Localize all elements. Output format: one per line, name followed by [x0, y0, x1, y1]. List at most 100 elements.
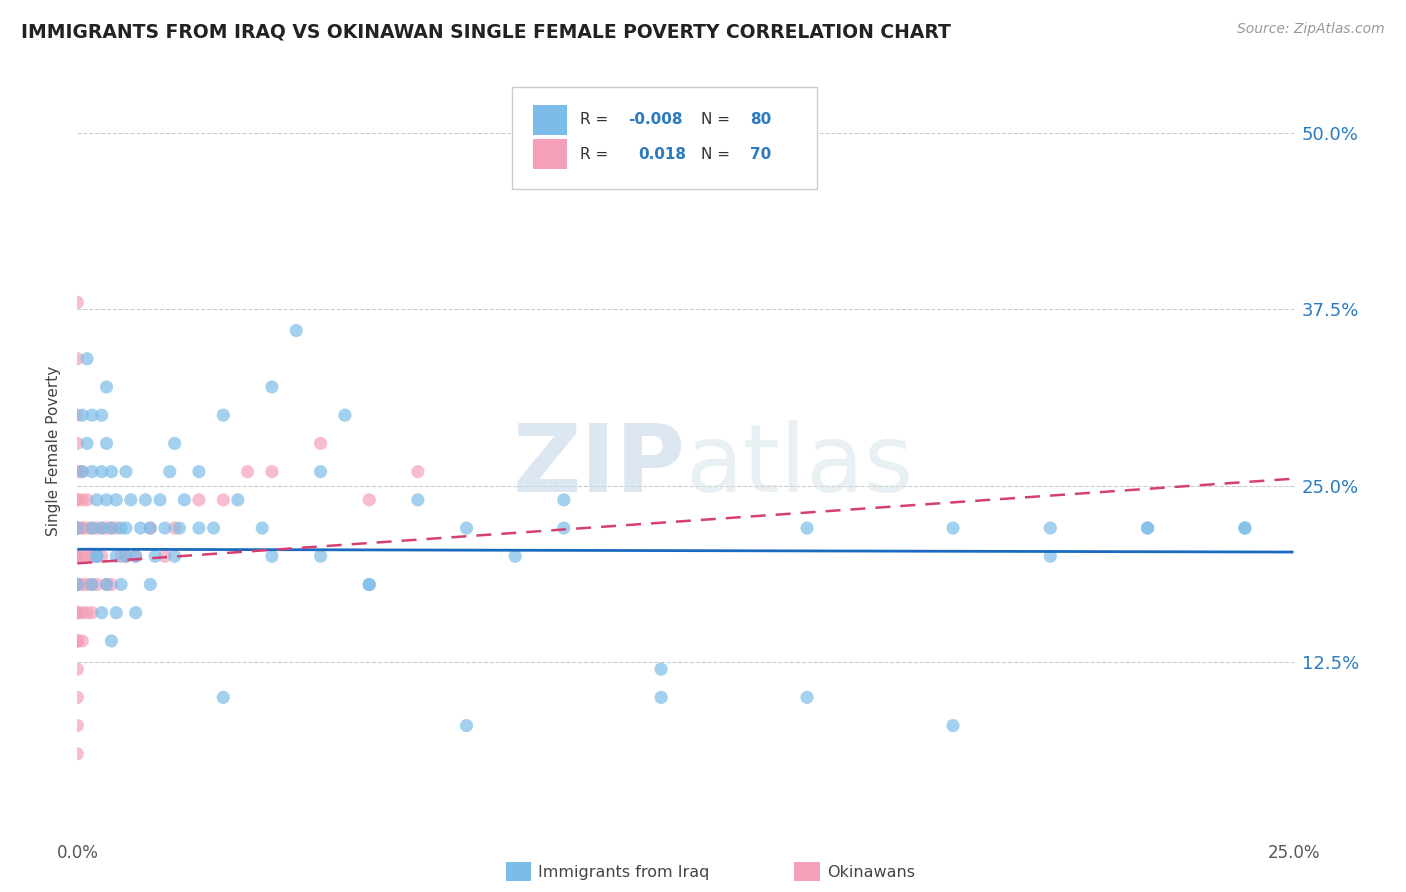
Point	[173, 492, 195, 507]
Point	[163, 436, 186, 450]
Text: R =: R =	[579, 146, 607, 161]
Point	[139, 521, 162, 535]
Point	[66, 690, 89, 705]
Point	[96, 577, 118, 591]
Point	[76, 606, 98, 620]
Point	[86, 577, 108, 591]
Point	[110, 549, 132, 564]
Point	[503, 549, 526, 564]
Point	[188, 492, 211, 507]
Point	[129, 521, 152, 535]
Point	[80, 577, 103, 591]
Point	[66, 436, 89, 450]
Point	[66, 577, 89, 591]
Point	[359, 577, 381, 591]
Point	[70, 606, 93, 620]
Point	[1039, 549, 1062, 564]
Point	[76, 521, 98, 535]
Point	[66, 662, 89, 676]
Text: 0.018: 0.018	[638, 146, 686, 161]
Point	[100, 465, 122, 479]
Point	[159, 465, 181, 479]
Point	[66, 577, 89, 591]
Point	[66, 606, 89, 620]
Point	[110, 577, 132, 591]
Point	[169, 521, 191, 535]
Point	[553, 492, 575, 507]
Text: ZIP: ZIP	[513, 420, 686, 512]
Point	[115, 549, 138, 564]
Point	[66, 606, 89, 620]
Point	[1039, 521, 1062, 535]
Point	[66, 549, 89, 564]
Point	[66, 747, 89, 761]
Point	[942, 521, 965, 535]
Point	[96, 380, 118, 394]
Point	[66, 634, 89, 648]
Point	[90, 549, 112, 564]
Point	[125, 549, 148, 564]
Point	[120, 492, 142, 507]
Point	[96, 577, 118, 591]
Point	[66, 577, 89, 591]
Point	[333, 408, 356, 422]
Point	[226, 492, 249, 507]
Text: N =: N =	[702, 112, 730, 128]
Point	[90, 465, 112, 479]
Point	[66, 634, 89, 648]
Point	[149, 492, 172, 507]
Point	[456, 718, 478, 732]
Point	[66, 521, 89, 535]
Text: 70: 70	[749, 146, 770, 161]
Point	[1233, 521, 1256, 535]
Point	[406, 492, 429, 507]
Point	[86, 549, 108, 564]
Point	[80, 521, 103, 535]
Point	[250, 521, 273, 535]
Point	[105, 549, 128, 564]
Point	[796, 690, 818, 705]
Point	[650, 690, 672, 705]
Point	[80, 408, 103, 422]
Text: -0.008: -0.008	[628, 112, 683, 128]
Point	[70, 465, 93, 479]
Point	[66, 549, 89, 564]
Point	[80, 606, 103, 620]
Point	[66, 521, 89, 535]
Point	[309, 549, 332, 564]
Point	[66, 577, 89, 591]
Point	[359, 577, 381, 591]
Point	[100, 577, 122, 591]
Point	[76, 351, 98, 366]
Point	[76, 436, 98, 450]
Point	[66, 549, 89, 564]
Point	[66, 634, 89, 648]
Point	[650, 662, 672, 676]
Point	[163, 521, 186, 535]
Point	[66, 465, 89, 479]
Y-axis label: Single Female Poverty: Single Female Poverty	[46, 366, 62, 535]
Text: N =: N =	[702, 146, 730, 161]
Point	[125, 606, 148, 620]
Point	[70, 492, 93, 507]
Point	[406, 465, 429, 479]
Text: Okinawans: Okinawans	[827, 865, 915, 880]
Point	[115, 521, 138, 535]
Point	[309, 436, 332, 450]
Point	[90, 408, 112, 422]
Point	[456, 521, 478, 535]
Point	[100, 521, 122, 535]
Point	[139, 521, 162, 535]
Point	[100, 521, 122, 535]
Point	[96, 436, 118, 450]
Point	[96, 492, 118, 507]
Point	[553, 521, 575, 535]
Point	[66, 492, 89, 507]
Bar	[533, 139, 568, 169]
Point	[105, 492, 128, 507]
Point	[105, 521, 128, 535]
Point	[66, 606, 89, 620]
Point	[212, 690, 235, 705]
Point	[143, 549, 166, 564]
Point	[796, 521, 818, 535]
